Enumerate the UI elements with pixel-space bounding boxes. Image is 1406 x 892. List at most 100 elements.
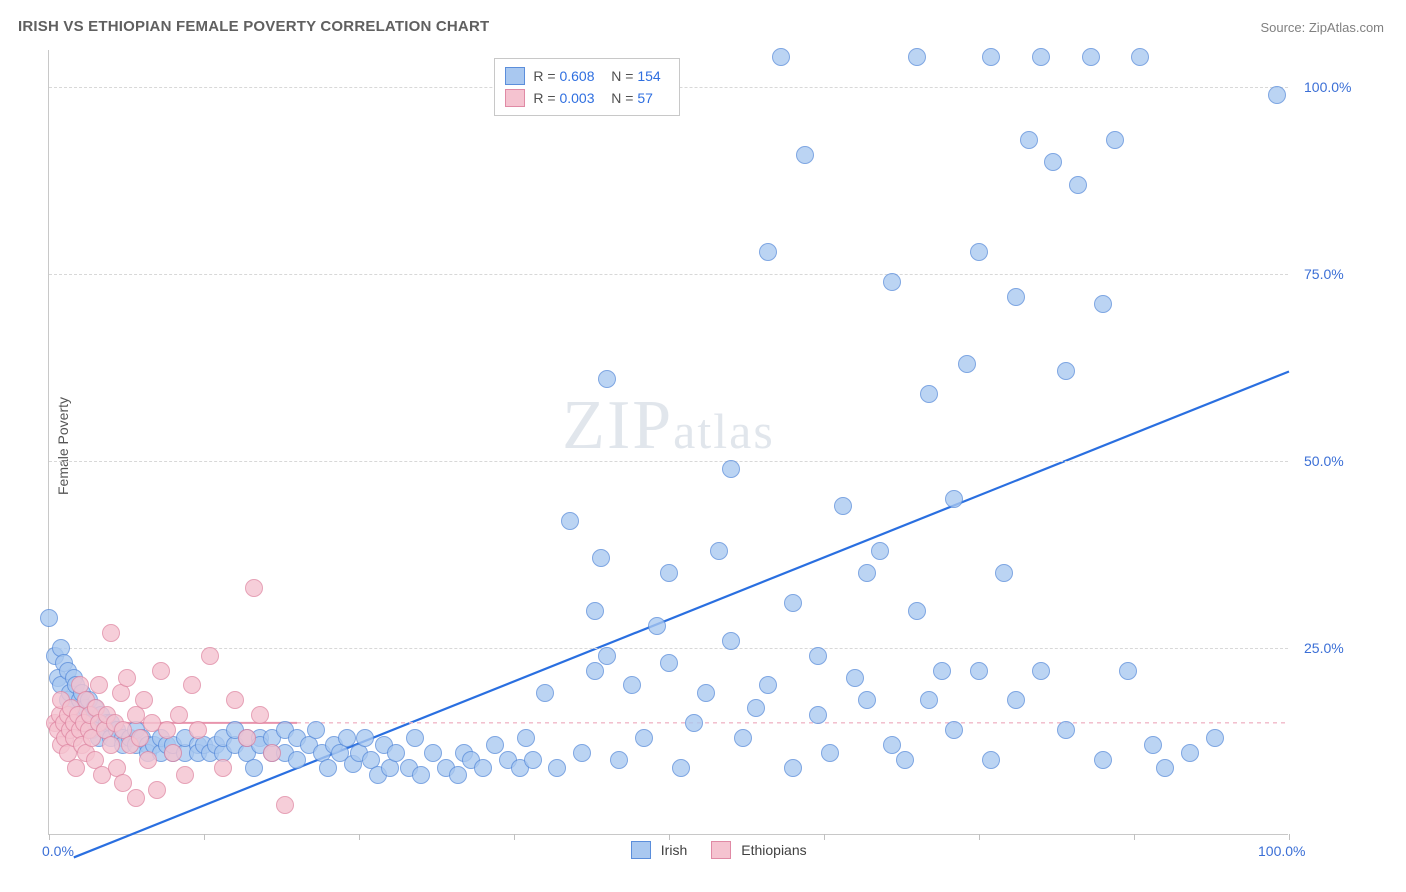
data-point <box>784 759 802 777</box>
data-point <box>685 714 703 732</box>
source-label: Source: ZipAtlas.com <box>1260 20 1384 35</box>
data-point <box>1007 288 1025 306</box>
data-point <box>710 542 728 560</box>
data-point <box>970 243 988 261</box>
data-point <box>276 796 294 814</box>
x-tick-mark <box>204 834 205 840</box>
data-point <box>1144 736 1162 754</box>
regression-line <box>74 371 1289 857</box>
data-point <box>1181 744 1199 762</box>
data-point <box>970 662 988 680</box>
data-point <box>356 729 374 747</box>
data-point <box>635 729 653 747</box>
data-point <box>598 370 616 388</box>
data-point <box>387 744 405 762</box>
data-point <box>114 774 132 792</box>
x-tick-mark <box>49 834 50 840</box>
legend-swatch <box>711 841 731 859</box>
data-point <box>201 647 219 665</box>
data-point <box>245 759 263 777</box>
data-point <box>536 684 554 702</box>
legend-swatch <box>505 67 525 85</box>
data-point <box>1106 131 1124 149</box>
data-point <box>245 579 263 597</box>
data-point <box>118 669 136 687</box>
legend-swatch <box>631 841 651 859</box>
data-point <box>319 759 337 777</box>
data-point <box>1020 131 1038 149</box>
data-point <box>747 699 765 717</box>
data-point <box>660 654 678 672</box>
legend-series-label: Irish <box>661 842 687 858</box>
x-tick-mark <box>669 834 670 840</box>
data-point <box>834 497 852 515</box>
x-tick-label-right: 100.0% <box>1258 843 1305 859</box>
legend-stat-text: R = 0.003 N = 57 <box>533 87 667 109</box>
data-point <box>772 48 790 66</box>
data-point <box>152 662 170 680</box>
data-point <box>586 662 604 680</box>
data-point <box>90 676 108 694</box>
data-point <box>672 759 690 777</box>
plot-area: ZIPatlas <box>48 50 1288 835</box>
data-point <box>214 759 232 777</box>
y-tick-label: 25.0% <box>1304 640 1344 656</box>
x-tick-mark <box>514 834 515 840</box>
data-point <box>586 602 604 620</box>
data-point <box>846 669 864 687</box>
legend-stat-row: R = 0.608 N = 154 <box>505 65 667 87</box>
data-point <box>1082 48 1100 66</box>
gridline <box>49 461 1288 462</box>
y-tick-label: 100.0% <box>1304 79 1351 95</box>
data-point <box>648 617 666 635</box>
data-point <box>474 759 492 777</box>
data-point <box>1156 759 1174 777</box>
legend-swatch <box>505 89 525 107</box>
x-tick-mark <box>824 834 825 840</box>
gridline <box>49 648 1288 649</box>
data-point <box>1206 729 1224 747</box>
data-point <box>1268 86 1286 104</box>
data-point <box>759 243 777 261</box>
x-tick-label-left: 0.0% <box>42 843 74 859</box>
data-point <box>406 729 424 747</box>
legend-series-label: Ethiopians <box>741 842 806 858</box>
data-point <box>722 632 740 650</box>
data-point <box>896 751 914 769</box>
plot-svg <box>49 50 1288 834</box>
chart-title: IRISH VS ETHIOPIAN FEMALE POVERTY CORREL… <box>18 18 489 35</box>
x-tick-mark <box>1134 834 1135 840</box>
x-tick-mark <box>1289 834 1290 840</box>
x-tick-mark <box>979 834 980 840</box>
data-point <box>598 647 616 665</box>
data-point <box>573 744 591 762</box>
legend-series: Irish Ethiopians <box>631 841 821 859</box>
gridline <box>49 274 1288 275</box>
data-point <box>263 744 281 762</box>
data-point <box>561 512 579 530</box>
data-point <box>338 729 356 747</box>
data-point <box>958 355 976 373</box>
data-point <box>548 759 566 777</box>
data-point <box>1069 176 1087 194</box>
data-point <box>131 729 149 747</box>
legend-stats: R = 0.608 N = 154R = 0.003 N = 57 <box>494 58 680 116</box>
data-point <box>908 602 926 620</box>
data-point <box>945 490 963 508</box>
data-point <box>164 744 182 762</box>
data-point <box>148 781 166 799</box>
data-point <box>307 721 325 739</box>
data-point <box>1119 662 1137 680</box>
data-point <box>127 789 145 807</box>
data-point <box>1032 662 1050 680</box>
y-tick-label: 50.0% <box>1304 453 1344 469</box>
data-point <box>821 744 839 762</box>
data-point <box>796 146 814 164</box>
legend-stat-row: R = 0.003 N = 57 <box>505 87 667 109</box>
legend-stat-text: R = 0.608 N = 154 <box>533 65 667 87</box>
data-point <box>524 751 542 769</box>
y-tick-label: 75.0% <box>1304 266 1344 282</box>
data-point <box>871 542 889 560</box>
data-point <box>809 647 827 665</box>
data-point <box>883 273 901 291</box>
